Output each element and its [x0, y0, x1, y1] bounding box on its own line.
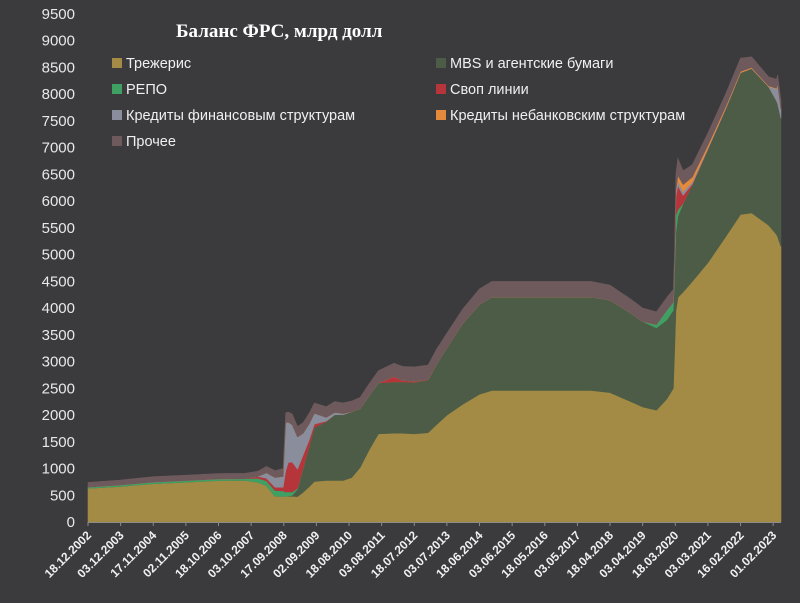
legend-label: MBS и агентские бумаги	[450, 56, 613, 72]
legend-label: РЕПО	[126, 82, 167, 98]
y-axis: 0 500 1000 1500 2000 2500 3000 3500 4000 4500 5000…	[42, 6, 781, 531]
y-tick-label: 8500	[42, 59, 75, 76]
area-layer	[87, 56, 782, 523]
legend-swatch	[112, 110, 122, 120]
x-axis: 18.12.200203.12.200317.11.200402.11.2005…	[42, 522, 780, 581]
area-series	[87, 56, 782, 488]
y-tick-label: 7000	[42, 140, 75, 157]
y-tick-label: 9500	[42, 6, 75, 23]
legend-swatch	[436, 110, 446, 120]
y-tick-label: 500	[50, 487, 75, 504]
legend-swatch	[436, 84, 446, 94]
y-tick-label: 1000	[42, 461, 75, 478]
y-tick-label: 8000	[42, 86, 75, 103]
y-tick-label: 5500	[42, 220, 75, 237]
legend-label: Своп линии	[450, 82, 529, 98]
y-tick-label: 4000	[42, 300, 75, 317]
y-tick-label: 6500	[42, 166, 75, 183]
legend-label: Кредиты финансовым структурам	[126, 108, 355, 124]
legend-swatch	[112, 84, 122, 94]
y-tick-label: 3000	[42, 354, 75, 371]
y-tick-label: 3500	[42, 327, 75, 344]
legend-label: Трежерис	[126, 56, 191, 72]
y-tick-label: 2500	[42, 380, 75, 397]
legend-label: Кредиты небанковским структурам	[450, 108, 685, 124]
legend-swatch	[112, 136, 122, 146]
legend: Трежерис MBS и агентские бумаги РЕПО Своп л…	[112, 56, 685, 150]
y-tick-label: 0	[67, 514, 75, 531]
y-tick-label: 1500	[42, 434, 75, 451]
y-tick-label: 2000	[42, 407, 75, 424]
y-tick-label: 4500	[42, 273, 75, 290]
y-tick-label: 6000	[42, 193, 75, 210]
legend-swatch	[112, 58, 122, 68]
legend-swatch	[436, 58, 446, 68]
chart-title: Баланс ФРС, млрд долл	[176, 21, 383, 42]
legend-label: Прочее	[126, 134, 176, 150]
y-tick-label: 9000	[42, 33, 75, 50]
y-tick-label: 7500	[42, 113, 75, 130]
y-tick-label: 5000	[42, 247, 75, 264]
